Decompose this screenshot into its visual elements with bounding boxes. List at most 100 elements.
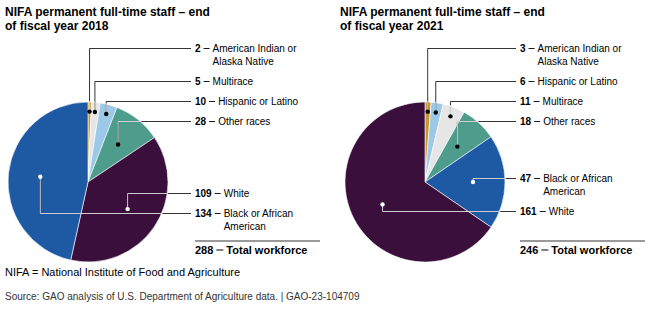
data-label: 109: [195, 188, 212, 199]
category-label: American Indian or Alaska Native: [213, 43, 298, 67]
label-dash: [204, 48, 210, 49]
chart-root: NIFA permanent full-time staff – endof f…: [0, 0, 650, 309]
leader-line-inner: [457, 122, 516, 147]
text-line: of fiscal year 2021: [340, 19, 444, 33]
total-dash: [216, 250, 223, 251]
leader-line: [450, 102, 516, 117]
chart-canvas: NIFA permanent full-time staff – endof f…: [0, 0, 650, 309]
text-line: American Indian or: [538, 43, 623, 54]
leader-line: [428, 49, 516, 112]
total: 246 Total workforce: [520, 241, 645, 256]
leader-lines-inner: [383, 49, 516, 212]
total-rule: [520, 241, 645, 242]
label-dash: [529, 48, 535, 49]
data-label: 28: [195, 116, 207, 127]
leader-line-inner: [428, 49, 516, 112]
leader-dot: [38, 175, 42, 179]
slices: [8, 102, 168, 262]
total-label: Total workforce: [551, 244, 632, 256]
pie-chart: NIFA permanent full-time staff – endof f…: [340, 5, 645, 262]
text-line: Multirace: [213, 76, 254, 87]
text-line: NIFA permanent full-time staff – end: [340, 5, 545, 19]
leader-dot: [425, 109, 429, 113]
slice-label: 6 Hispanic or Latino: [520, 76, 618, 87]
leader-line: [383, 204, 516, 211]
slice-label: 161White: [520, 206, 575, 217]
text-line: American: [224, 221, 266, 232]
leader-dots: [380, 109, 475, 206]
leader-dot: [380, 202, 384, 206]
chart-title: NIFA permanent full-time staff – endof f…: [340, 5, 545, 33]
leader-dots: [38, 109, 130, 211]
leader-dot: [104, 112, 108, 116]
label-dash: [540, 211, 546, 212]
text-line: Alaska Native: [213, 56, 275, 67]
pie-group: 2 American Indian or Alaska Native 5 Multira…: [8, 43, 320, 262]
pie-chart: NIFA permanent full-time staff – endof f…: [5, 5, 320, 262]
leader-line-inner: [40, 177, 191, 214]
leader-line: [118, 122, 191, 145]
text-line: Hispanic or Latino: [218, 96, 298, 107]
data-label: 5: [195, 76, 201, 87]
leader-dot: [116, 142, 120, 146]
footnote: Source: GAO analysis of U.S. Department …: [5, 291, 360, 302]
chart-title: NIFA permanent full-time staff – endof f…: [5, 5, 210, 33]
label-dash: [215, 213, 221, 214]
data-label: 18: [520, 116, 532, 127]
text-line: Alaska Native: [538, 56, 600, 67]
slice-labels: 3 American Indian or Alaska Native 6 Hispani…: [520, 43, 622, 217]
text-line: White: [224, 188, 250, 199]
leader-line: [473, 179, 516, 183]
leader-line-inner: [473, 179, 516, 183]
slice-label: 28 Other races: [195, 116, 270, 127]
label-dash: [209, 121, 215, 122]
text-line: American Indian or: [213, 43, 298, 54]
pie-slice: [345, 102, 491, 262]
leader-dot: [448, 114, 452, 118]
category-label: Other races: [543, 116, 595, 127]
label-dash: [529, 81, 535, 82]
slice-label: 2 American Indian or Alaska Native: [195, 43, 297, 67]
category-label: Multirace: [213, 76, 254, 87]
leader-lines: [40, 49, 191, 214]
total-value: 246: [520, 244, 538, 256]
category-label: White: [549, 206, 575, 217]
leader-line: [40, 177, 191, 214]
text-line: Multirace: [543, 96, 584, 107]
label-dash: [215, 193, 221, 194]
text-line: Hispanic or Latino: [538, 76, 618, 87]
category-label: Black or AfricanAmerican: [543, 173, 612, 197]
leader-lines: [383, 49, 516, 212]
leader-dot: [455, 144, 459, 148]
text-line: of fiscal year 2018: [5, 19, 109, 33]
slices: [345, 102, 505, 262]
leader-line-inner: [90, 49, 191, 112]
leader-line: [90, 49, 191, 112]
data-label: 134: [195, 208, 212, 219]
data-label: 6: [520, 76, 526, 87]
leader-dot: [434, 110, 438, 114]
text-line: NIFA permanent full-time staff – end: [5, 5, 210, 19]
leader-line-inner: [95, 82, 191, 112]
leader-dot: [471, 180, 475, 184]
slice-label: 47Black or AfricanAmerican: [520, 173, 613, 197]
category-label: Other races: [218, 116, 270, 127]
slice-label: 5 Multirace: [195, 76, 254, 87]
label-dash: [534, 101, 540, 102]
label-dash: [209, 101, 215, 102]
label-dash: [204, 81, 210, 82]
text-line: Other races: [218, 116, 270, 127]
data-label: 3: [520, 43, 526, 54]
pie-group: 3 American Indian or Alaska Native 6 Hispani…: [345, 43, 645, 262]
leader-line: [436, 82, 516, 113]
slice-label: 11Multirace: [520, 96, 584, 107]
text-line: American: [543, 186, 585, 197]
leader-dot: [93, 110, 97, 114]
leader-line-inner: [383, 204, 516, 211]
text-line: Other races: [543, 116, 595, 127]
slice-labels: 2 American Indian or Alaska Native 5 Multira…: [195, 43, 299, 232]
data-label: 2: [195, 43, 201, 54]
leader-line-inner: [128, 194, 191, 210]
label-dash: [534, 121, 540, 122]
pie-slice: [8, 102, 88, 260]
